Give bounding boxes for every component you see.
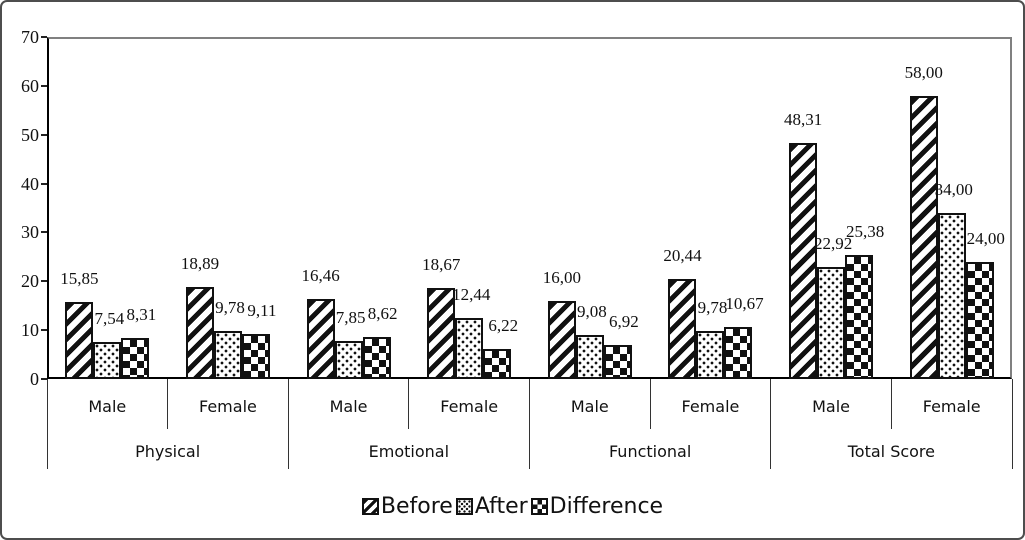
subgroup-divider — [649, 379, 651, 429]
bar-value-label: 25,38 — [845, 222, 885, 241]
group-divider — [770, 379, 772, 469]
bar-before-functional-female — [668, 279, 697, 379]
bar-difference-functional-male — [603, 345, 632, 379]
subgroup-divider — [890, 379, 892, 429]
bar-before-physical-male — [65, 301, 94, 379]
legend-label: After — [474, 493, 528, 519]
y-axis-tick-label: 50 — [21, 124, 39, 145]
bar-difference-total-score-female — [965, 261, 994, 379]
bar-value-label: 48,31 — [783, 109, 823, 129]
diagonal-stripes-icon — [361, 497, 379, 515]
legend-label: Difference — [549, 493, 664, 519]
bar-value-label: 7,54 — [94, 309, 125, 329]
bar-value-label: 9,08 — [576, 301, 607, 321]
bar-before-functional-male — [547, 300, 576, 379]
y-axis-tick-label: 70 — [21, 27, 39, 47]
bar-after-total-score-male — [817, 267, 846, 379]
diamonds-icon — [530, 497, 548, 515]
subgroup-label: Female — [199, 397, 257, 416]
y-axis-tick-label: 60 — [21, 75, 39, 96]
y-axis-tick — [41, 378, 47, 380]
y-axis-tick — [41, 329, 47, 332]
bar-after-functional-male — [575, 334, 604, 379]
bar-difference-emotional-female — [483, 348, 512, 379]
group-divider — [46, 379, 48, 469]
bar-value-label: 9,11 — [247, 301, 277, 321]
y-axis-tick — [41, 280, 47, 283]
y-axis-tick-label: 40 — [21, 173, 39, 194]
bar-difference-functional-female — [724, 326, 753, 379]
bar-value-label: 10,67 — [725, 293, 764, 313]
bar-value-label: 12,44 — [452, 285, 491, 305]
group-divider — [1011, 379, 1013, 469]
bar-value-label: 22,92 — [813, 234, 853, 254]
legend-item-difference: Difference — [530, 493, 664, 519]
bar-before-emotional-female — [427, 287, 456, 379]
subgroup-divider — [167, 379, 169, 429]
legend-label: Before — [380, 493, 453, 519]
bar-value-label: 9,78 — [215, 298, 245, 318]
y-axis-tick — [41, 182, 47, 185]
bar-value-label: 8,31 — [126, 305, 157, 325]
bar-after-functional-female — [696, 331, 725, 379]
category-label-physical: Physical — [135, 442, 201, 461]
subgroup-divider — [408, 379, 410, 429]
subgroup-label: Female — [922, 397, 981, 416]
y-axis-tick-label: 30 — [21, 222, 39, 243]
y-axis-tick — [41, 84, 47, 87]
subgroup-label: Female — [681, 397, 740, 416]
bar-value-label: 58,00 — [904, 62, 943, 82]
bar-value-label: 6,22 — [488, 315, 519, 335]
bar-value-label: 18,89 — [180, 253, 220, 273]
legend: Before After Difference — [2, 488, 1023, 524]
bar-value-label: 9,78 — [697, 298, 728, 318]
subgroup-label: Female — [440, 397, 499, 416]
legend-item-after: After — [455, 493, 528, 519]
y-axis-tick-label: 10 — [21, 320, 39, 341]
subgroup-label: Male — [812, 397, 851, 416]
bar-value-label: 16,00 — [542, 267, 581, 287]
y-axis-tick-label: 20 — [21, 271, 39, 292]
bar-value-label: 6,92 — [608, 312, 639, 332]
bar-difference-physical-female — [241, 334, 270, 379]
subgroup-label: Male — [88, 397, 127, 416]
group-divider — [287, 379, 289, 469]
bar-difference-emotional-male — [362, 336, 391, 379]
bar-after-physical-male — [93, 342, 122, 379]
category-label-emotional: Emotional — [368, 442, 450, 461]
bar-after-total-score-female — [937, 212, 966, 379]
category-label-total-score: Total Score — [847, 442, 935, 461]
bar-value-label: 18,67 — [422, 254, 461, 274]
subgroup-label: Male — [329, 397, 368, 416]
y-axis-tick — [41, 231, 47, 234]
bar-before-physical-female — [185, 286, 214, 379]
bar-difference-total-score-male — [845, 255, 874, 379]
bar-value-label: 20,44 — [663, 246, 702, 266]
y-axis-tick-label: 0 — [30, 369, 39, 389]
bar-before-total-score-male — [789, 142, 818, 379]
bar-value-label: 24,00 — [966, 228, 1005, 248]
subgroup-label: Male — [570, 397, 609, 416]
bar-value-label: 8,62 — [367, 303, 398, 323]
legend-item-before: Before — [361, 493, 453, 519]
bar-before-total-score-female — [909, 95, 938, 379]
bar-value-label: 16,46 — [301, 265, 340, 285]
bar-after-physical-female — [213, 331, 242, 379]
bar-difference-physical-male — [121, 338, 150, 379]
bar-value-label: 34,00 — [934, 179, 973, 199]
group-divider — [529, 379, 530, 469]
bar-value-label: 15,85 — [60, 268, 99, 288]
category-label-functional: Functional — [608, 442, 692, 461]
bar-before-emotional-male — [306, 298, 335, 379]
bar-after-emotional-female — [455, 318, 484, 379]
y-axis-tick — [41, 36, 47, 38]
bar-after-emotional-male — [334, 340, 363, 379]
dots-icon — [455, 497, 473, 515]
bar-value-label: 7,85 — [335, 307, 366, 327]
y-axis-tick — [41, 133, 47, 136]
